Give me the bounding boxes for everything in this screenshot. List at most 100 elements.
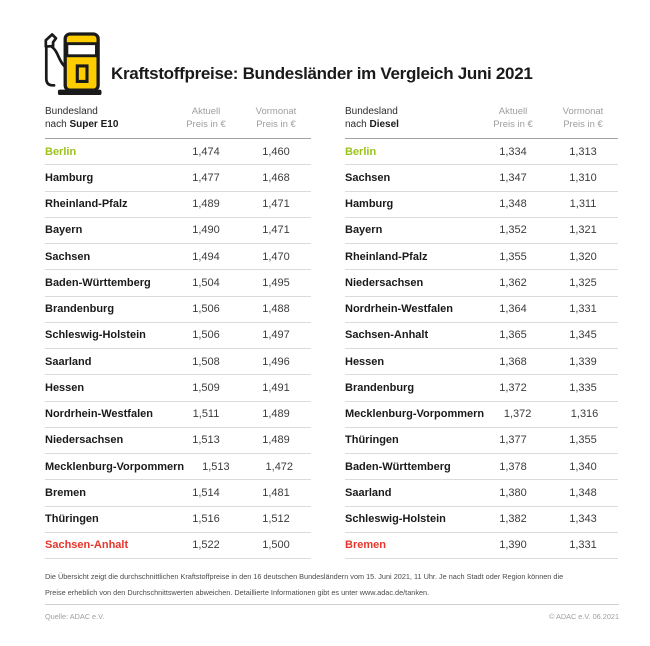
current-price: 1,509 — [192, 381, 220, 394]
state-name: Nordrhein-Westfalen — [45, 408, 153, 421]
state-name: Mecklenburg-Vorpommern — [45, 460, 185, 473]
state-name: Sachsen — [345, 171, 391, 184]
vormonat-label: Vormonat — [562, 106, 604, 117]
table-row: Saarland 1,380 1,348 — [345, 480, 618, 507]
state-name: Bremen — [45, 486, 86, 499]
previous-month-price: 1,496 — [262, 355, 290, 368]
table-row: Rheinland-Pfalz 1,489 1,471 — [45, 192, 311, 218]
current-price: 1,489 — [192, 198, 220, 211]
footnote-line2: Preise erheblich von den Durchschnittswe… — [45, 588, 430, 597]
table-row: Brandenburg 1,372 1,335 — [345, 375, 618, 402]
current-price: 1,513 — [202, 460, 230, 473]
state-name: Saarland — [345, 486, 392, 499]
table-row: Hessen 1,509 1,491 — [45, 375, 311, 402]
footnote: Die Übersicht zeigt die durchschnittlich… — [45, 569, 621, 601]
current-price: 1,506 — [192, 329, 220, 342]
state-name: Berlin — [345, 145, 377, 158]
column-header-bundesland: Bundesland nach Super E10 — [45, 106, 171, 131]
current-price: 1,372 — [499, 381, 527, 394]
previous-month-price: 1,311 — [569, 198, 597, 211]
state-name: Baden-Württemberg — [45, 276, 151, 289]
current-price: 1,352 — [499, 224, 527, 237]
footnote-line1: Die Übersicht zeigt die durchschnittlich… — [45, 572, 564, 581]
current-price: 1,511 — [192, 408, 220, 421]
state-name: Nordrhein-Westfalen — [345, 303, 453, 316]
table-row: Thüringen 1,516 1,512 — [45, 507, 311, 533]
table-header-diesel: Bundesland nach Diesel Aktuell Preis in … — [345, 106, 618, 139]
table-diesel: Bundesland nach Diesel Aktuell Preis in … — [345, 106, 618, 559]
source-note: Quelle: ADAC e.V. — [45, 612, 105, 621]
current-price: 1,355 — [499, 250, 527, 263]
table-row: Hamburg 1,477 1,468 — [45, 165, 311, 192]
current-price: 1,365 — [499, 329, 527, 342]
copyright-note: © ADAC e.V. 06.2021 — [548, 612, 619, 621]
table-row: Bremen 1,514 1,481 — [45, 480, 311, 507]
previous-month-price: 1,489 — [262, 408, 290, 421]
table-header-super-e10: Bundesland nach Super E10 Aktuell Preis … — [45, 106, 311, 139]
current-price: 1,368 — [499, 355, 527, 368]
table-row: Nordrhein-Westfalen 1,511 1,489 — [45, 402, 311, 428]
current-price: 1,508 — [192, 355, 220, 368]
column-header-vormonat: Vormonat Preis in € — [241, 106, 311, 131]
current-price: 1,334 — [499, 145, 527, 158]
footer: Quelle: ADAC e.V. © ADAC e.V. 06.2021 — [45, 612, 619, 621]
current-price: 1,513 — [192, 434, 220, 447]
previous-month-price: 1,355 — [569, 434, 597, 447]
column-header-aktuell: Aktuell Preis in € — [171, 106, 241, 131]
table-row: Sachsen 1,347 1,310 — [345, 165, 618, 192]
column-header-bundesland-line1: Bundesland — [45, 106, 98, 117]
current-price: 1,514 — [192, 486, 220, 499]
current-price: 1,382 — [499, 513, 527, 526]
state-name: Thüringen — [345, 434, 399, 447]
state-name: Niedersachsen — [345, 276, 424, 289]
table-row: Schleswig-Holstein 1,382 1,343 — [345, 507, 618, 533]
table-row: Sachsen-Anhalt 1,365 1,345 — [345, 323, 618, 349]
preis-in-euro-label: Preis in € — [563, 118, 603, 130]
state-name: Sachsen-Anhalt — [45, 539, 129, 552]
column-header-nach: nach — [345, 118, 370, 130]
table-row: Baden-Württemberg 1,378 1,340 — [345, 454, 618, 481]
previous-month-price: 1,348 — [569, 486, 597, 499]
current-price: 1,506 — [192, 303, 220, 316]
state-name: Hessen — [345, 355, 385, 368]
table-row: Mecklenburg-Vorpommern 1,372 1,316 — [345, 402, 618, 428]
table-row: Mecklenburg-Vorpommern 1,513 1,472 — [45, 454, 311, 481]
previous-month-price: 1,331 — [569, 539, 597, 552]
aktuell-label: Aktuell — [191, 106, 221, 117]
current-price: 1,380 — [499, 486, 527, 499]
table-row: Thüringen 1,377 1,355 — [345, 428, 618, 454]
previous-month-price: 1,491 — [262, 381, 290, 394]
state-name: Sachsen-Anhalt — [345, 329, 429, 342]
previous-month-price: 1,500 — [262, 539, 290, 552]
current-price: 1,474 — [192, 145, 220, 158]
previous-month-price: 1,489 — [262, 434, 290, 447]
previous-month-price: 1,512 — [262, 513, 290, 526]
fuel-type-label: Super E10 — [69, 118, 119, 130]
preis-in-euro-label: Preis in € — [186, 118, 226, 130]
previous-month-price: 1,343 — [569, 513, 597, 526]
current-price: 1,348 — [499, 198, 527, 211]
fuel-pump-icon — [44, 32, 102, 95]
column-header-aktuell: Aktuell Preis in € — [478, 106, 548, 131]
previous-month-price: 1,471 — [262, 198, 290, 211]
previous-month-price: 1,335 — [569, 381, 597, 394]
table-row: Niedersachsen 1,362 1,325 — [345, 270, 618, 297]
current-price: 1,522 — [192, 539, 220, 552]
state-name: Hessen — [45, 381, 85, 394]
previous-month-price: 1,340 — [569, 460, 597, 473]
state-name: Mecklenburg-Vorpommern — [345, 408, 485, 421]
table-row: Baden-Württemberg 1,504 1,495 — [45, 270, 311, 297]
previous-month-price: 1,321 — [569, 224, 597, 237]
header: Kraftstoffpreise: Bundesländer im Vergle… — [40, 31, 533, 97]
current-price: 1,364 — [499, 303, 527, 316]
previous-month-price: 1,471 — [262, 224, 290, 237]
table-row: Saarland 1,508 1,496 — [45, 349, 311, 376]
current-price: 1,362 — [499, 276, 527, 289]
state-name: Rheinland-Pfalz — [345, 250, 428, 263]
previous-month-price: 1,313 — [569, 145, 597, 158]
previous-month-price: 1,472 — [265, 460, 294, 473]
column-header-bundesland: Bundesland nach Diesel — [345, 106, 478, 131]
preis-in-euro-label: Preis in € — [256, 118, 296, 130]
state-name: Saarland — [45, 355, 92, 368]
